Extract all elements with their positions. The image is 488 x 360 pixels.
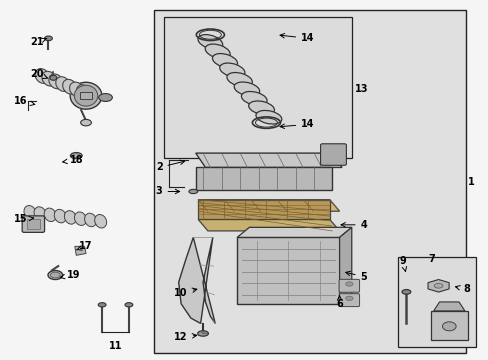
Ellipse shape bbox=[255, 111, 281, 124]
Ellipse shape bbox=[241, 91, 266, 105]
Polygon shape bbox=[339, 227, 351, 304]
Ellipse shape bbox=[49, 74, 63, 89]
Bar bbox=[237, 237, 339, 304]
Text: 7: 7 bbox=[428, 254, 435, 264]
Bar bbox=[154, 10, 466, 353]
Text: 6: 6 bbox=[336, 296, 342, 309]
Ellipse shape bbox=[226, 72, 252, 87]
Ellipse shape bbox=[234, 82, 259, 96]
Ellipse shape bbox=[345, 296, 352, 301]
Polygon shape bbox=[195, 153, 341, 167]
Ellipse shape bbox=[212, 54, 237, 68]
Ellipse shape bbox=[64, 211, 76, 224]
Bar bbox=[163, 17, 351, 158]
Ellipse shape bbox=[70, 153, 82, 159]
Ellipse shape bbox=[197, 331, 208, 336]
Ellipse shape bbox=[401, 289, 410, 294]
Text: 4: 4 bbox=[340, 220, 366, 230]
Ellipse shape bbox=[205, 44, 230, 59]
Text: 18: 18 bbox=[62, 155, 83, 165]
Ellipse shape bbox=[188, 189, 197, 194]
Polygon shape bbox=[195, 167, 331, 190]
Ellipse shape bbox=[442, 322, 455, 331]
Text: 21: 21 bbox=[30, 37, 47, 47]
Polygon shape bbox=[237, 227, 351, 237]
Ellipse shape bbox=[84, 213, 96, 227]
Ellipse shape bbox=[81, 120, 91, 126]
Text: 11: 11 bbox=[108, 341, 122, 351]
FancyBboxPatch shape bbox=[320, 144, 346, 165]
Text: 10: 10 bbox=[174, 288, 197, 298]
Polygon shape bbox=[198, 200, 339, 211]
Text: 17: 17 bbox=[76, 241, 93, 251]
Ellipse shape bbox=[98, 303, 106, 307]
Text: 15: 15 bbox=[14, 215, 34, 224]
Bar bbox=[397, 257, 475, 347]
FancyBboxPatch shape bbox=[338, 294, 359, 307]
Text: 1: 1 bbox=[467, 177, 474, 187]
Text: 14: 14 bbox=[280, 33, 314, 43]
Ellipse shape bbox=[44, 208, 56, 222]
Text: 13: 13 bbox=[354, 84, 367, 94]
Ellipse shape bbox=[125, 303, 133, 307]
Polygon shape bbox=[198, 220, 339, 231]
Ellipse shape bbox=[95, 215, 106, 228]
Text: 12: 12 bbox=[174, 332, 196, 342]
Text: 19: 19 bbox=[60, 270, 81, 280]
Ellipse shape bbox=[74, 85, 98, 106]
Polygon shape bbox=[178, 237, 215, 323]
Text: 14: 14 bbox=[280, 120, 314, 129]
Text: 20: 20 bbox=[30, 69, 47, 79]
Bar bbox=[80, 92, 92, 99]
Text: 3: 3 bbox=[156, 186, 179, 197]
Ellipse shape bbox=[99, 94, 112, 102]
Ellipse shape bbox=[198, 35, 222, 49]
Text: 16: 16 bbox=[14, 96, 35, 106]
Ellipse shape bbox=[44, 36, 52, 41]
Polygon shape bbox=[433, 302, 464, 311]
Ellipse shape bbox=[70, 82, 102, 109]
FancyBboxPatch shape bbox=[338, 279, 359, 292]
Bar bbox=[26, 220, 40, 229]
Ellipse shape bbox=[62, 79, 77, 94]
Ellipse shape bbox=[248, 101, 274, 115]
Text: 2: 2 bbox=[156, 160, 184, 172]
Ellipse shape bbox=[42, 71, 56, 86]
Ellipse shape bbox=[24, 206, 36, 219]
Polygon shape bbox=[75, 246, 86, 255]
Ellipse shape bbox=[74, 212, 86, 225]
Ellipse shape bbox=[219, 63, 244, 77]
Ellipse shape bbox=[76, 85, 90, 99]
Text: 8: 8 bbox=[454, 284, 469, 294]
Ellipse shape bbox=[345, 282, 352, 286]
Ellipse shape bbox=[433, 283, 442, 288]
Polygon shape bbox=[427, 279, 448, 292]
Ellipse shape bbox=[50, 272, 60, 278]
Polygon shape bbox=[430, 311, 467, 339]
Polygon shape bbox=[198, 200, 329, 220]
Ellipse shape bbox=[56, 77, 70, 91]
Text: 5: 5 bbox=[345, 271, 366, 282]
Ellipse shape bbox=[34, 207, 46, 220]
Ellipse shape bbox=[35, 69, 49, 84]
Ellipse shape bbox=[48, 271, 62, 279]
Ellipse shape bbox=[69, 82, 83, 97]
FancyBboxPatch shape bbox=[22, 216, 44, 232]
Ellipse shape bbox=[54, 210, 66, 223]
Text: 9: 9 bbox=[399, 256, 406, 271]
Ellipse shape bbox=[50, 75, 57, 80]
